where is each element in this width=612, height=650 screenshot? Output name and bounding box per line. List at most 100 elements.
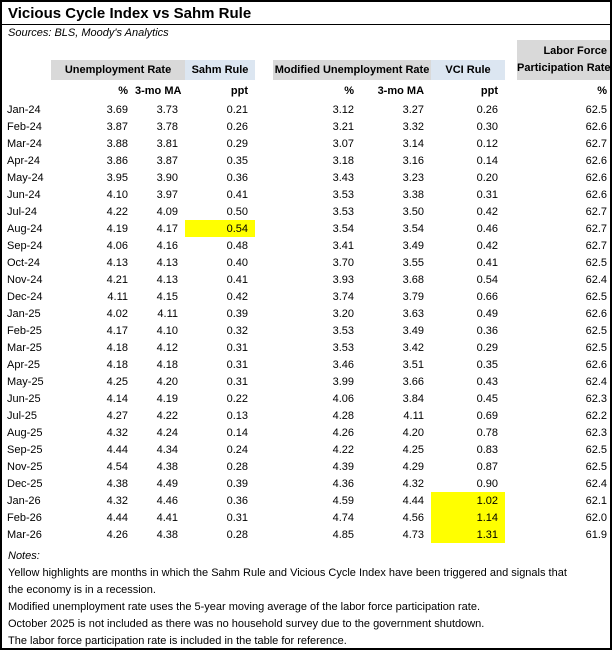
column-spacer	[505, 356, 517, 373]
cell-modified-unemployment-rate-3mo-ma: 3.49	[402, 239, 425, 252]
cell-month: Feb-24	[7, 120, 42, 133]
table-row: Sep-25 4.44 4.34 0.24 4.22 4.25 0.83 62.…	[5, 441, 610, 458]
column-spacer	[505, 526, 517, 543]
cell-vci-rule: 1.14	[431, 509, 506, 526]
cell-modified-unemployment-rate: 4.28	[332, 409, 355, 422]
table-row: Oct-24 4.13 4.13 0.40 3.70 3.55 0.41 62.…	[5, 254, 610, 271]
cell-unemployment-rate: 3.95	[106, 171, 128, 184]
subheader-mur-pct: %	[344, 84, 355, 97]
cell-vci-rule: 0.14	[476, 154, 499, 167]
cell-sahm-rule: 0.40	[226, 256, 249, 269]
cell-vci-rule: 0.83	[476, 443, 499, 456]
table-row: Apr-25 4.18 4.18 0.31 3.46 3.51 0.35 62.…	[5, 356, 610, 373]
cell-modified-unemployment-rate-3mo-ma: 3.63	[402, 307, 425, 320]
cell-vci-rule: 0.43	[476, 375, 499, 388]
table-row: Aug-25 4.32 4.24 0.14 4.26 4.20 0.78 62.…	[5, 424, 610, 441]
cell-sahm-rule: 0.42	[226, 290, 249, 303]
cell-month: Apr-24	[7, 154, 41, 167]
cell-unemployment-rate-3mo-ma: 4.24	[156, 426, 179, 439]
cell-month: Jul-24	[7, 205, 37, 218]
column-spacer	[505, 118, 517, 135]
cell-unemployment-rate-3mo-ma: 4.16	[156, 239, 179, 252]
cell-month: Jul-25	[7, 409, 37, 422]
cell-sahm-rule: 0.39	[226, 477, 249, 490]
page-title: Vicious Cycle Index vs Sahm Rule	[2, 2, 610, 25]
cell-labor-force-participation-rate: 62.0	[585, 511, 608, 524]
column-spacer	[255, 305, 273, 322]
cell-labor-force-participation-rate: 62.7	[585, 239, 608, 252]
column-spacer	[505, 152, 517, 169]
cell-sahm-rule: 0.31	[226, 375, 249, 388]
cell-labor-force-participation-rate: 62.6	[585, 188, 608, 201]
cell-month: Jun-25	[7, 392, 41, 405]
cell-modified-unemployment-rate: 3.53	[332, 324, 355, 337]
cell-sahm-rule: 0.13	[226, 409, 249, 422]
cell-unemployment-rate: 4.32	[106, 426, 128, 439]
column-spacer	[505, 220, 517, 237]
cell-modified-unemployment-rate: 4.74	[332, 511, 355, 524]
cell-modified-unemployment-rate-3mo-ma: 3.14	[402, 137, 425, 150]
data-table: Unemployment Rate Sahm Rule Modified Une…	[5, 40, 610, 543]
column-spacer	[255, 356, 273, 373]
cell-unemployment-rate-3mo-ma: 3.90	[156, 171, 179, 184]
cell-sahm-rule: 0.36	[226, 171, 249, 184]
column-spacer	[505, 254, 517, 271]
cell-unemployment-rate-3mo-ma: 3.97	[156, 188, 179, 201]
notes-lines: Yellow highlights are months in which th…	[8, 565, 604, 648]
cell-unemployment-rate: 3.88	[106, 137, 128, 150]
cell-unemployment-rate: 3.86	[106, 154, 128, 167]
cell-sahm-rule: 0.31	[226, 511, 249, 524]
cell-labor-force-participation-rate: 62.7	[585, 137, 608, 150]
group-header-row: Unemployment Rate Sahm Rule Modified Une…	[5, 40, 610, 80]
cell-sahm-rule: 0.41	[226, 188, 249, 201]
note-line: Yellow highlights are months in which th…	[8, 567, 567, 579]
cell-unemployment-rate-3mo-ma: 4.46	[156, 494, 179, 507]
subheader-ur-3mo-ma: 3-mo MA	[135, 84, 182, 97]
cell-month: Jan-26	[7, 494, 41, 507]
column-spacer	[255, 458, 273, 475]
cell-modified-unemployment-rate-3mo-ma: 4.20	[402, 426, 425, 439]
labor-force-line1: Labor Force	[543, 45, 608, 57]
column-spacer	[505, 203, 517, 220]
cell-vci-rule: 0.45	[476, 392, 499, 405]
column-spacer	[505, 135, 517, 152]
cell-labor-force-participation-rate: 62.5	[585, 290, 608, 303]
cell-unemployment-rate-3mo-ma: 4.34	[156, 443, 179, 456]
cell-labor-force-participation-rate: 62.6	[585, 358, 608, 371]
cell-sahm-rule: 0.28	[226, 460, 249, 473]
cell-sahm-rule: 0.26	[226, 120, 249, 133]
cell-modified-unemployment-rate: 4.06	[332, 392, 355, 405]
cell-unemployment-rate-3mo-ma: 4.09	[156, 205, 179, 218]
col-group-sahm-rule: Sahm Rule	[185, 60, 256, 80]
subheader-ur-pct: %	[118, 84, 128, 97]
column-spacer	[505, 492, 517, 509]
cell-unemployment-rate-3mo-ma: 4.22	[156, 409, 179, 422]
column-spacer	[505, 186, 517, 203]
column-spacer	[255, 203, 273, 220]
cell-modified-unemployment-rate-3mo-ma: 4.73	[402, 528, 425, 541]
cell-modified-unemployment-rate: 3.46	[332, 358, 355, 371]
table-row: Feb-26 4.44 4.41 0.31 4.74 4.56 1.14 62.…	[5, 509, 610, 526]
cell-vci-rule: 0.66	[476, 290, 499, 303]
cell-labor-force-participation-rate: 62.1	[585, 494, 608, 507]
cell-unemployment-rate-3mo-ma: 4.13	[156, 273, 179, 286]
cell-unemployment-rate: 4.17	[106, 324, 128, 337]
cell-month: Sep-24	[7, 239, 43, 252]
table-row: Jun-25 4.14 4.19 0.22 4.06 3.84 0.45 62.…	[5, 390, 610, 407]
column-spacer	[255, 220, 273, 237]
column-spacer	[255, 271, 273, 288]
cell-labor-force-participation-rate: 62.5	[585, 256, 608, 269]
cell-month: Dec-25	[7, 477, 43, 490]
table-row: Jul-25 4.27 4.22 0.13 4.28 4.11 0.69 62.…	[5, 407, 610, 424]
cell-unemployment-rate: 4.44	[106, 443, 128, 456]
cell-modified-unemployment-rate: 4.59	[332, 494, 355, 507]
cell-labor-force-participation-rate: 62.7	[585, 222, 608, 235]
column-spacer	[505, 475, 517, 492]
col-group-labor-force-participation-rate: Labor Force Participation Rate	[517, 40, 610, 80]
cell-modified-unemployment-rate-3mo-ma: 3.32	[402, 120, 425, 133]
column-spacer	[255, 237, 273, 254]
cell-vci-rule: 0.29	[476, 341, 499, 354]
cell-unemployment-rate: 4.27	[106, 409, 128, 422]
column-spacer	[505, 407, 517, 424]
